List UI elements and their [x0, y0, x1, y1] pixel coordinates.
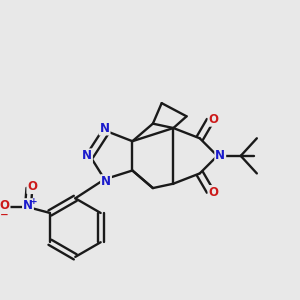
Text: O: O — [27, 180, 38, 193]
Text: +: + — [30, 197, 38, 206]
Text: O: O — [208, 113, 218, 126]
Text: N: N — [215, 149, 225, 162]
Text: O: O — [208, 186, 218, 199]
Text: N: N — [82, 149, 92, 162]
Text: N: N — [101, 175, 111, 188]
Text: N: N — [23, 199, 33, 212]
Text: −: − — [0, 209, 9, 219]
Text: O: O — [0, 199, 10, 212]
Text: N: N — [100, 122, 110, 134]
